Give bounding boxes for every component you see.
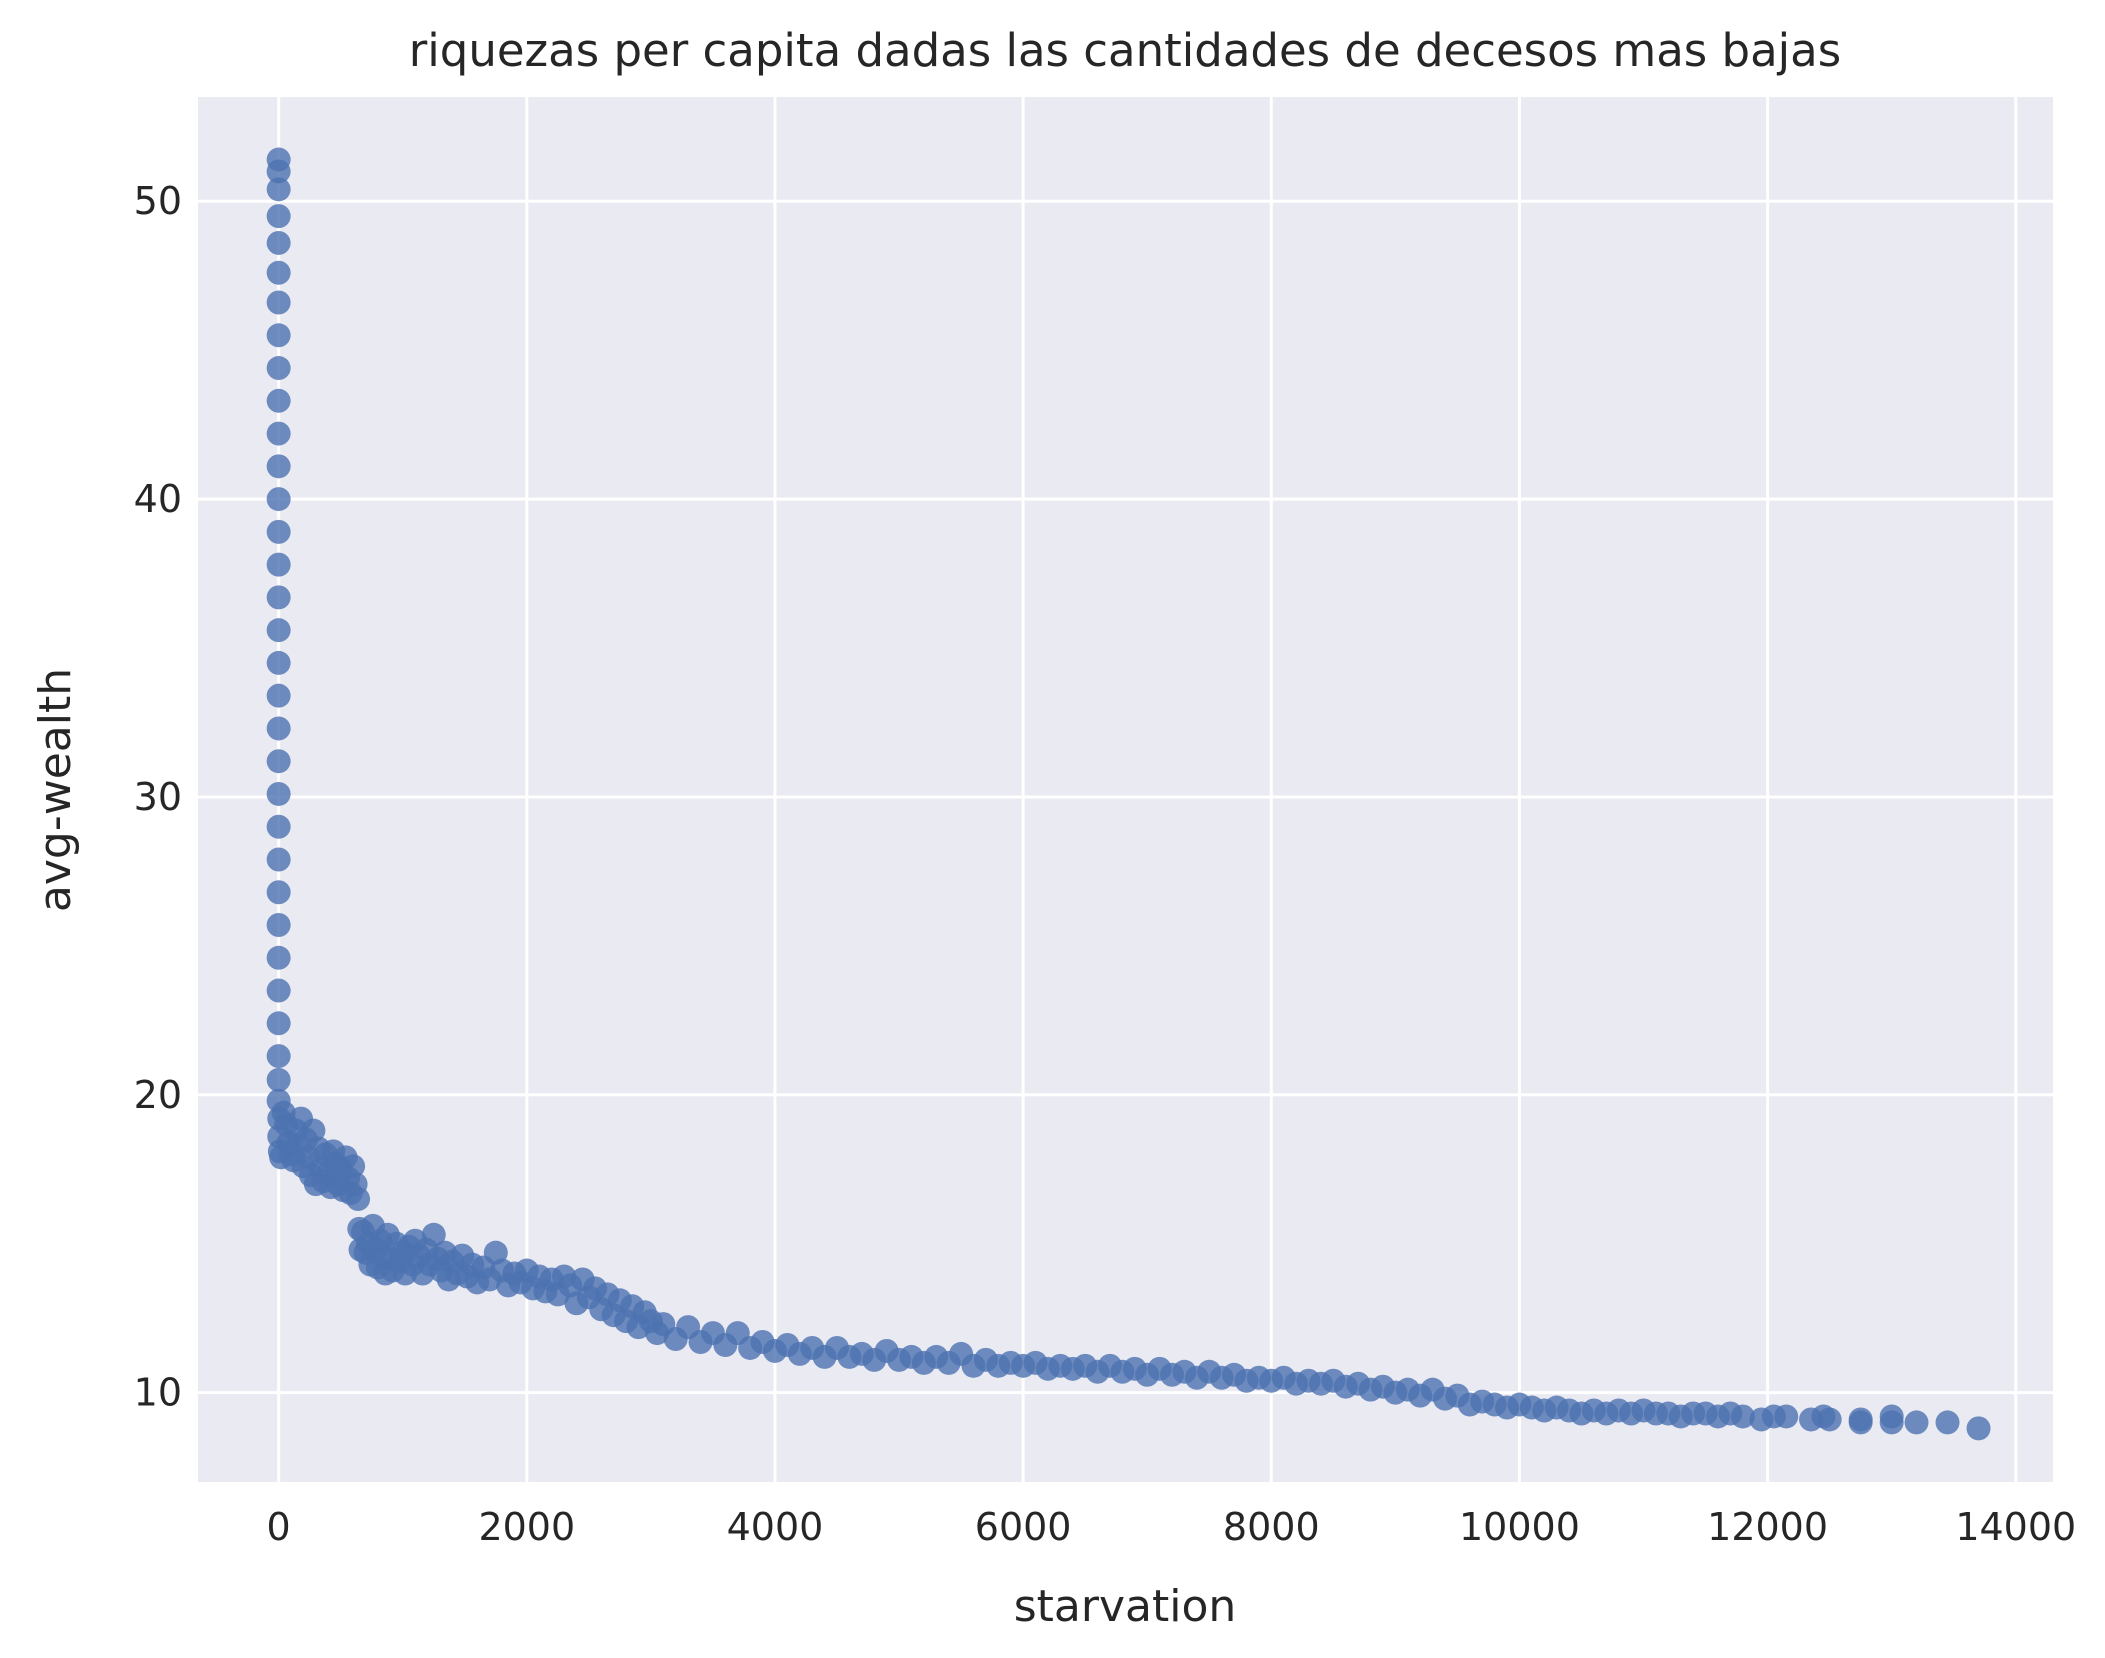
x-tick-label: 4000 — [727, 1505, 824, 1549]
scatter-point — [421, 1222, 446, 1247]
scatter-point — [266, 978, 291, 1003]
y-tick-label: 50 — [134, 179, 182, 223]
scatter-point — [1904, 1410, 1929, 1435]
y-tick-label: 40 — [134, 477, 182, 521]
chart-title: riquezas per capita dadas las cantidades… — [409, 24, 1841, 77]
scatter-point — [266, 177, 291, 202]
scatter-point — [266, 290, 291, 315]
data-points — [266, 147, 1991, 1441]
scatter-point — [266, 618, 291, 643]
scatter-point — [266, 421, 291, 446]
scatter-point — [266, 204, 291, 229]
scatter-point — [266, 913, 291, 938]
x-tick-label: 0 — [267, 1505, 291, 1549]
scatter-point — [266, 487, 291, 512]
scatter-point — [266, 716, 291, 741]
scatter-point — [266, 454, 291, 479]
y-tick-label: 20 — [134, 1073, 182, 1117]
scatter-point — [266, 945, 291, 970]
x-tick-label: 2000 — [478, 1505, 575, 1549]
scatter-point — [1817, 1407, 1842, 1432]
scatter-point — [266, 585, 291, 610]
scatter-point — [266, 260, 291, 285]
scatter-point — [266, 683, 291, 708]
scatter-point — [266, 388, 291, 413]
scatter-point — [1848, 1407, 1873, 1432]
x-tick-label: 10000 — [1459, 1505, 1580, 1549]
scatter-point — [266, 847, 291, 872]
scatter-point — [1774, 1404, 1799, 1429]
scatter-point — [266, 552, 291, 577]
x-tick-label: 12000 — [1707, 1505, 1828, 1549]
x-axis-title: starvation — [1014, 1581, 1237, 1632]
x-tick-label: 6000 — [975, 1505, 1072, 1549]
scatter-point — [1730, 1404, 1755, 1429]
y-axis-title: avg-wealth — [30, 668, 81, 912]
scatter-point — [266, 749, 291, 774]
x-tick-label: 8000 — [1223, 1505, 1320, 1549]
scatter-point — [266, 159, 291, 184]
y-tick-labels: 10 20 30 40 50 — [134, 179, 182, 1414]
scatter-point — [266, 650, 291, 675]
scatter-point — [1879, 1410, 1904, 1435]
scatter-point — [266, 781, 291, 806]
scatter-point — [266, 323, 291, 348]
scatter-point — [1966, 1416, 1991, 1441]
scatter-point — [346, 1187, 371, 1212]
scatter-point — [266, 519, 291, 544]
scatter-point — [266, 1011, 291, 1036]
scatter-point — [1935, 1410, 1960, 1435]
x-tick-label: 14000 — [1955, 1505, 2076, 1549]
scatter-point — [266, 356, 291, 381]
scatter-point — [266, 880, 291, 905]
scatter-point — [266, 1067, 291, 1092]
y-tick-label: 30 — [134, 775, 182, 819]
x-tick-labels: 0 2000 4000 6000 8000 10000 12000 14000 — [267, 1505, 2077, 1549]
y-tick-label: 10 — [134, 1371, 182, 1415]
scatter-point — [266, 1044, 291, 1069]
scatter-point — [266, 230, 291, 255]
scatter-point — [341, 1154, 366, 1179]
scatter-point — [266, 814, 291, 839]
y-gridlines — [198, 199, 2053, 1395]
